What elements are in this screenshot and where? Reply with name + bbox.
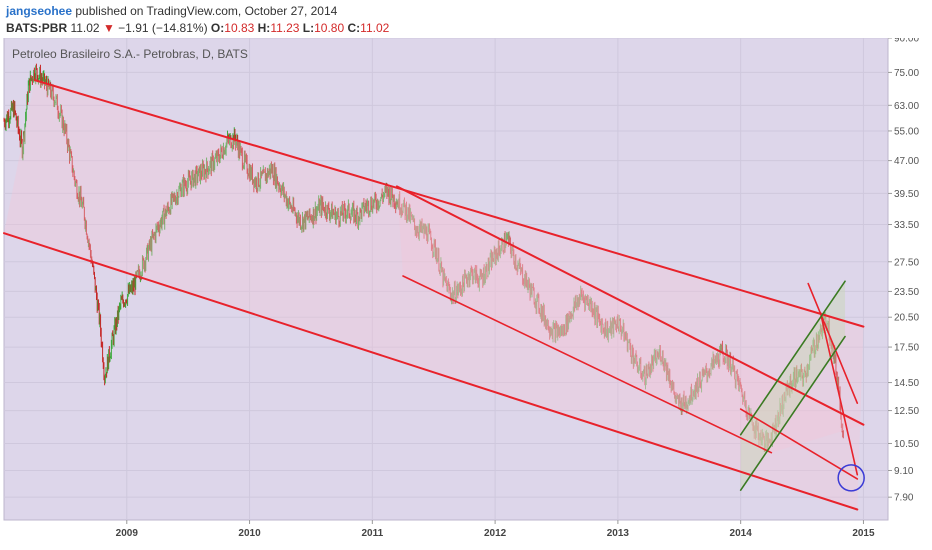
- y-tick-label: 75.00: [894, 68, 919, 79]
- high-label: H:: [257, 21, 271, 35]
- y-tick-label: 12.50: [894, 406, 919, 417]
- x-tick-label: 2014: [730, 528, 753, 539]
- price-axis[interactable]: 90.00 75.00 63.00 55.00 47.00 39.50 33.50 27.50…: [888, 38, 919, 504]
- y-tick-label: 10.50: [894, 439, 919, 450]
- high-value: 11.23: [270, 21, 300, 35]
- trendline-red: [3, 232, 859, 511]
- open-label: O:: [210, 21, 225, 35]
- down-arrow-icon: ▼: [102, 21, 115, 35]
- y-tick-label: 63.00: [894, 101, 919, 112]
- close-value: 11.02: [360, 21, 390, 35]
- circle-marker-shape: [837, 464, 865, 492]
- x-tick-label: 2015: [852, 528, 875, 539]
- open-value: 10.83: [224, 21, 255, 35]
- trendline-green: [739, 280, 846, 436]
- y-tick-label: 55.00: [894, 126, 919, 137]
- y-tick-label: 9.10: [894, 466, 914, 477]
- grid-lines: [4, 38, 888, 520]
- close-label: C:: [347, 21, 361, 35]
- published-text: published on TradingView.com, October 27…: [75, 4, 338, 18]
- time-axis[interactable]: 2009 2010 2011 2012 2013 2014 2015: [116, 520, 875, 539]
- y-tick-label: 14.50: [894, 378, 919, 389]
- y-tick-label: 33.50: [894, 220, 919, 231]
- channel-fill-green: [740, 281, 846, 491]
- channel-fill-mid: [396, 186, 864, 453]
- last-price: 11.02: [70, 21, 100, 35]
- y-tick-label: 27.50: [894, 257, 919, 268]
- y-tick-label: 23.50: [894, 287, 919, 298]
- trendline-red: [402, 275, 773, 454]
- low-value: 10.80: [314, 21, 345, 35]
- price-change: −1.91 (−14.81%): [118, 21, 208, 35]
- x-tick-label: 2013: [607, 528, 630, 539]
- symbol-label: BATS:PBR: [6, 21, 68, 35]
- x-tick-label: 2009: [116, 528, 139, 539]
- y-tick-label: 20.50: [894, 313, 919, 324]
- y-tick-label: 47.00: [894, 156, 919, 167]
- circle-marker: [837, 464, 865, 492]
- trendline-red: [807, 282, 859, 404]
- publish-info: jangseohee published on TradingView.com,…: [6, 4, 337, 18]
- x-tick-label: 2012: [484, 528, 507, 539]
- trendline-green: [739, 335, 846, 491]
- candlestick-series: [3, 63, 844, 452]
- x-tick-label: 2010: [238, 528, 261, 539]
- y-tick-label: 39.50: [894, 189, 919, 200]
- price-chart[interactable]: 90.00 75.00 63.00 55.00 47.00 39.50 33.50 27.50…: [0, 38, 932, 550]
- chart-title: Petroleo Brasileiro S.A.- Petrobras, D, …: [12, 47, 248, 61]
- y-tick-label: 7.90: [894, 493, 914, 504]
- trendline-red: [395, 185, 865, 426]
- low-label: L:: [302, 21, 315, 35]
- x-tick-label: 2011: [361, 528, 383, 539]
- author-link[interactable]: jangseohee: [6, 4, 73, 18]
- channel-fill-main: [4, 80, 864, 510]
- trendline-red: [33, 79, 865, 328]
- trendline-red: [739, 408, 859, 480]
- trendline-red: [819, 311, 859, 476]
- y-tick-label: 17.50: [894, 343, 919, 354]
- y-tick-label: 90.00: [894, 38, 919, 45]
- quote-line: BATS:PBR 11.02 ▼ −1.91 (−14.81%) O:10.83…: [6, 21, 389, 35]
- trendlines: [3, 79, 865, 511]
- chart-header: jangseohee published on TradingView.com,…: [0, 0, 932, 38]
